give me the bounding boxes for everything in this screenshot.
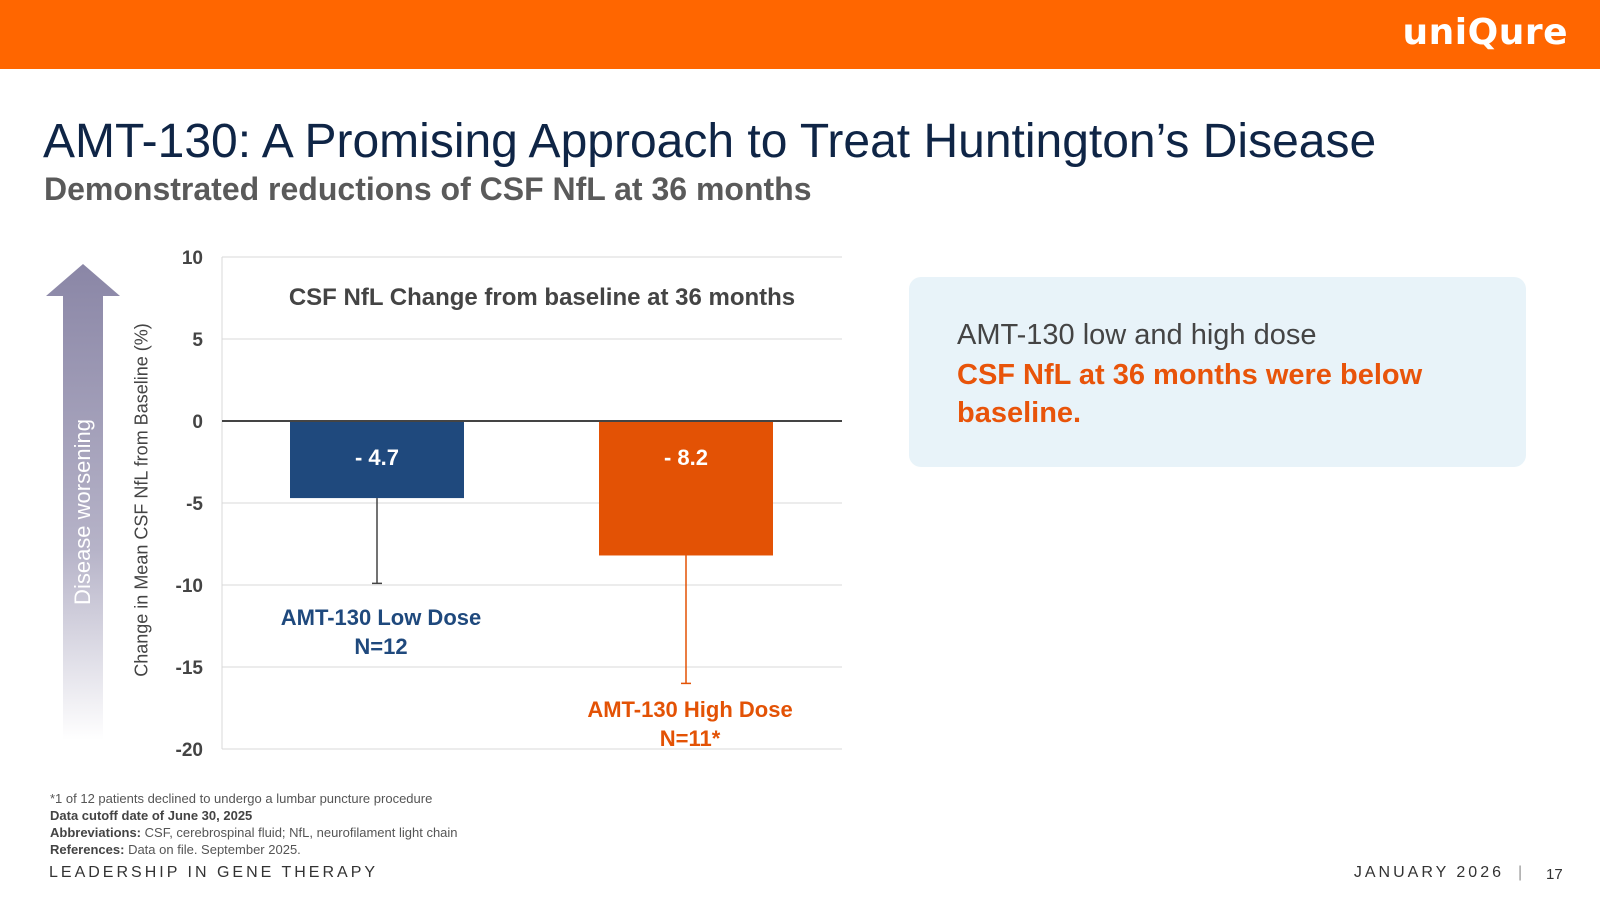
y-tick-label: -20 — [176, 740, 203, 761]
uniqure-logo: uniQure — [1402, 12, 1568, 53]
footnotes: *1 of 12 patients declined to undergo a … — [50, 790, 458, 858]
footer-separator: | — [1518, 864, 1523, 881]
bar — [599, 421, 773, 556]
disease-worsening-arrow-icon — [46, 264, 120, 740]
category-label: AMT-130 High Dose — [587, 697, 792, 722]
footer-date: JANUARY 2026 — [1353, 864, 1504, 881]
bar-value-label: - 4.7 — [355, 445, 399, 470]
callout-box: AMT-130 low and high dose CSF NfL at 36 … — [909, 277, 1526, 467]
footnote-abbrev-text: CSF, cerebrospinal fluid; NfL, neurofila… — [144, 825, 458, 840]
slide-title: AMT-130: A Promising Approach to Treat H… — [43, 115, 1377, 168]
callout-highlight: CSF NfL at 36 months were below baseline… — [957, 359, 1423, 429]
slide-subtitle: Demonstrated reductions of CSF NfL at 36… — [44, 171, 812, 207]
header-bar: uniQure — [0, 0, 1600, 69]
bar — [290, 421, 464, 499]
bar-value-label: - 8.2 — [664, 445, 708, 470]
footnote-cutoff: Data cutoff date of June 30, 2025 — [50, 808, 253, 823]
footer-tagline: LEADERSHIP IN GENE THERAPY — [49, 864, 379, 881]
category-n-label: N=12 — [354, 634, 407, 659]
y-tick-label: -5 — [186, 494, 203, 515]
category-n-label: N=11* — [660, 726, 721, 751]
y-tick-label: 0 — [192, 412, 203, 433]
footnote-asterisk: *1 of 12 patients declined to undergo a … — [50, 791, 433, 806]
footnote-ref-label: References: — [50, 842, 125, 857]
footnote-ref-text: Data on file. September 2025. — [128, 842, 301, 857]
chart-title: CSF NfL Change from baseline at 36 month… — [289, 284, 795, 311]
y-tick-label: -10 — [176, 576, 203, 597]
y-tick-label: 10 — [182, 248, 203, 269]
callout-text: AMT-130 low and high dose — [957, 319, 1317, 351]
y-tick-label: 5 — [192, 330, 203, 351]
category-label: AMT-130 Low Dose — [281, 605, 481, 630]
page-number: 17 — [1546, 866, 1563, 883]
footnote-abbrev-label: Abbreviations: — [50, 825, 142, 840]
y-tick-label: -15 — [176, 658, 204, 679]
